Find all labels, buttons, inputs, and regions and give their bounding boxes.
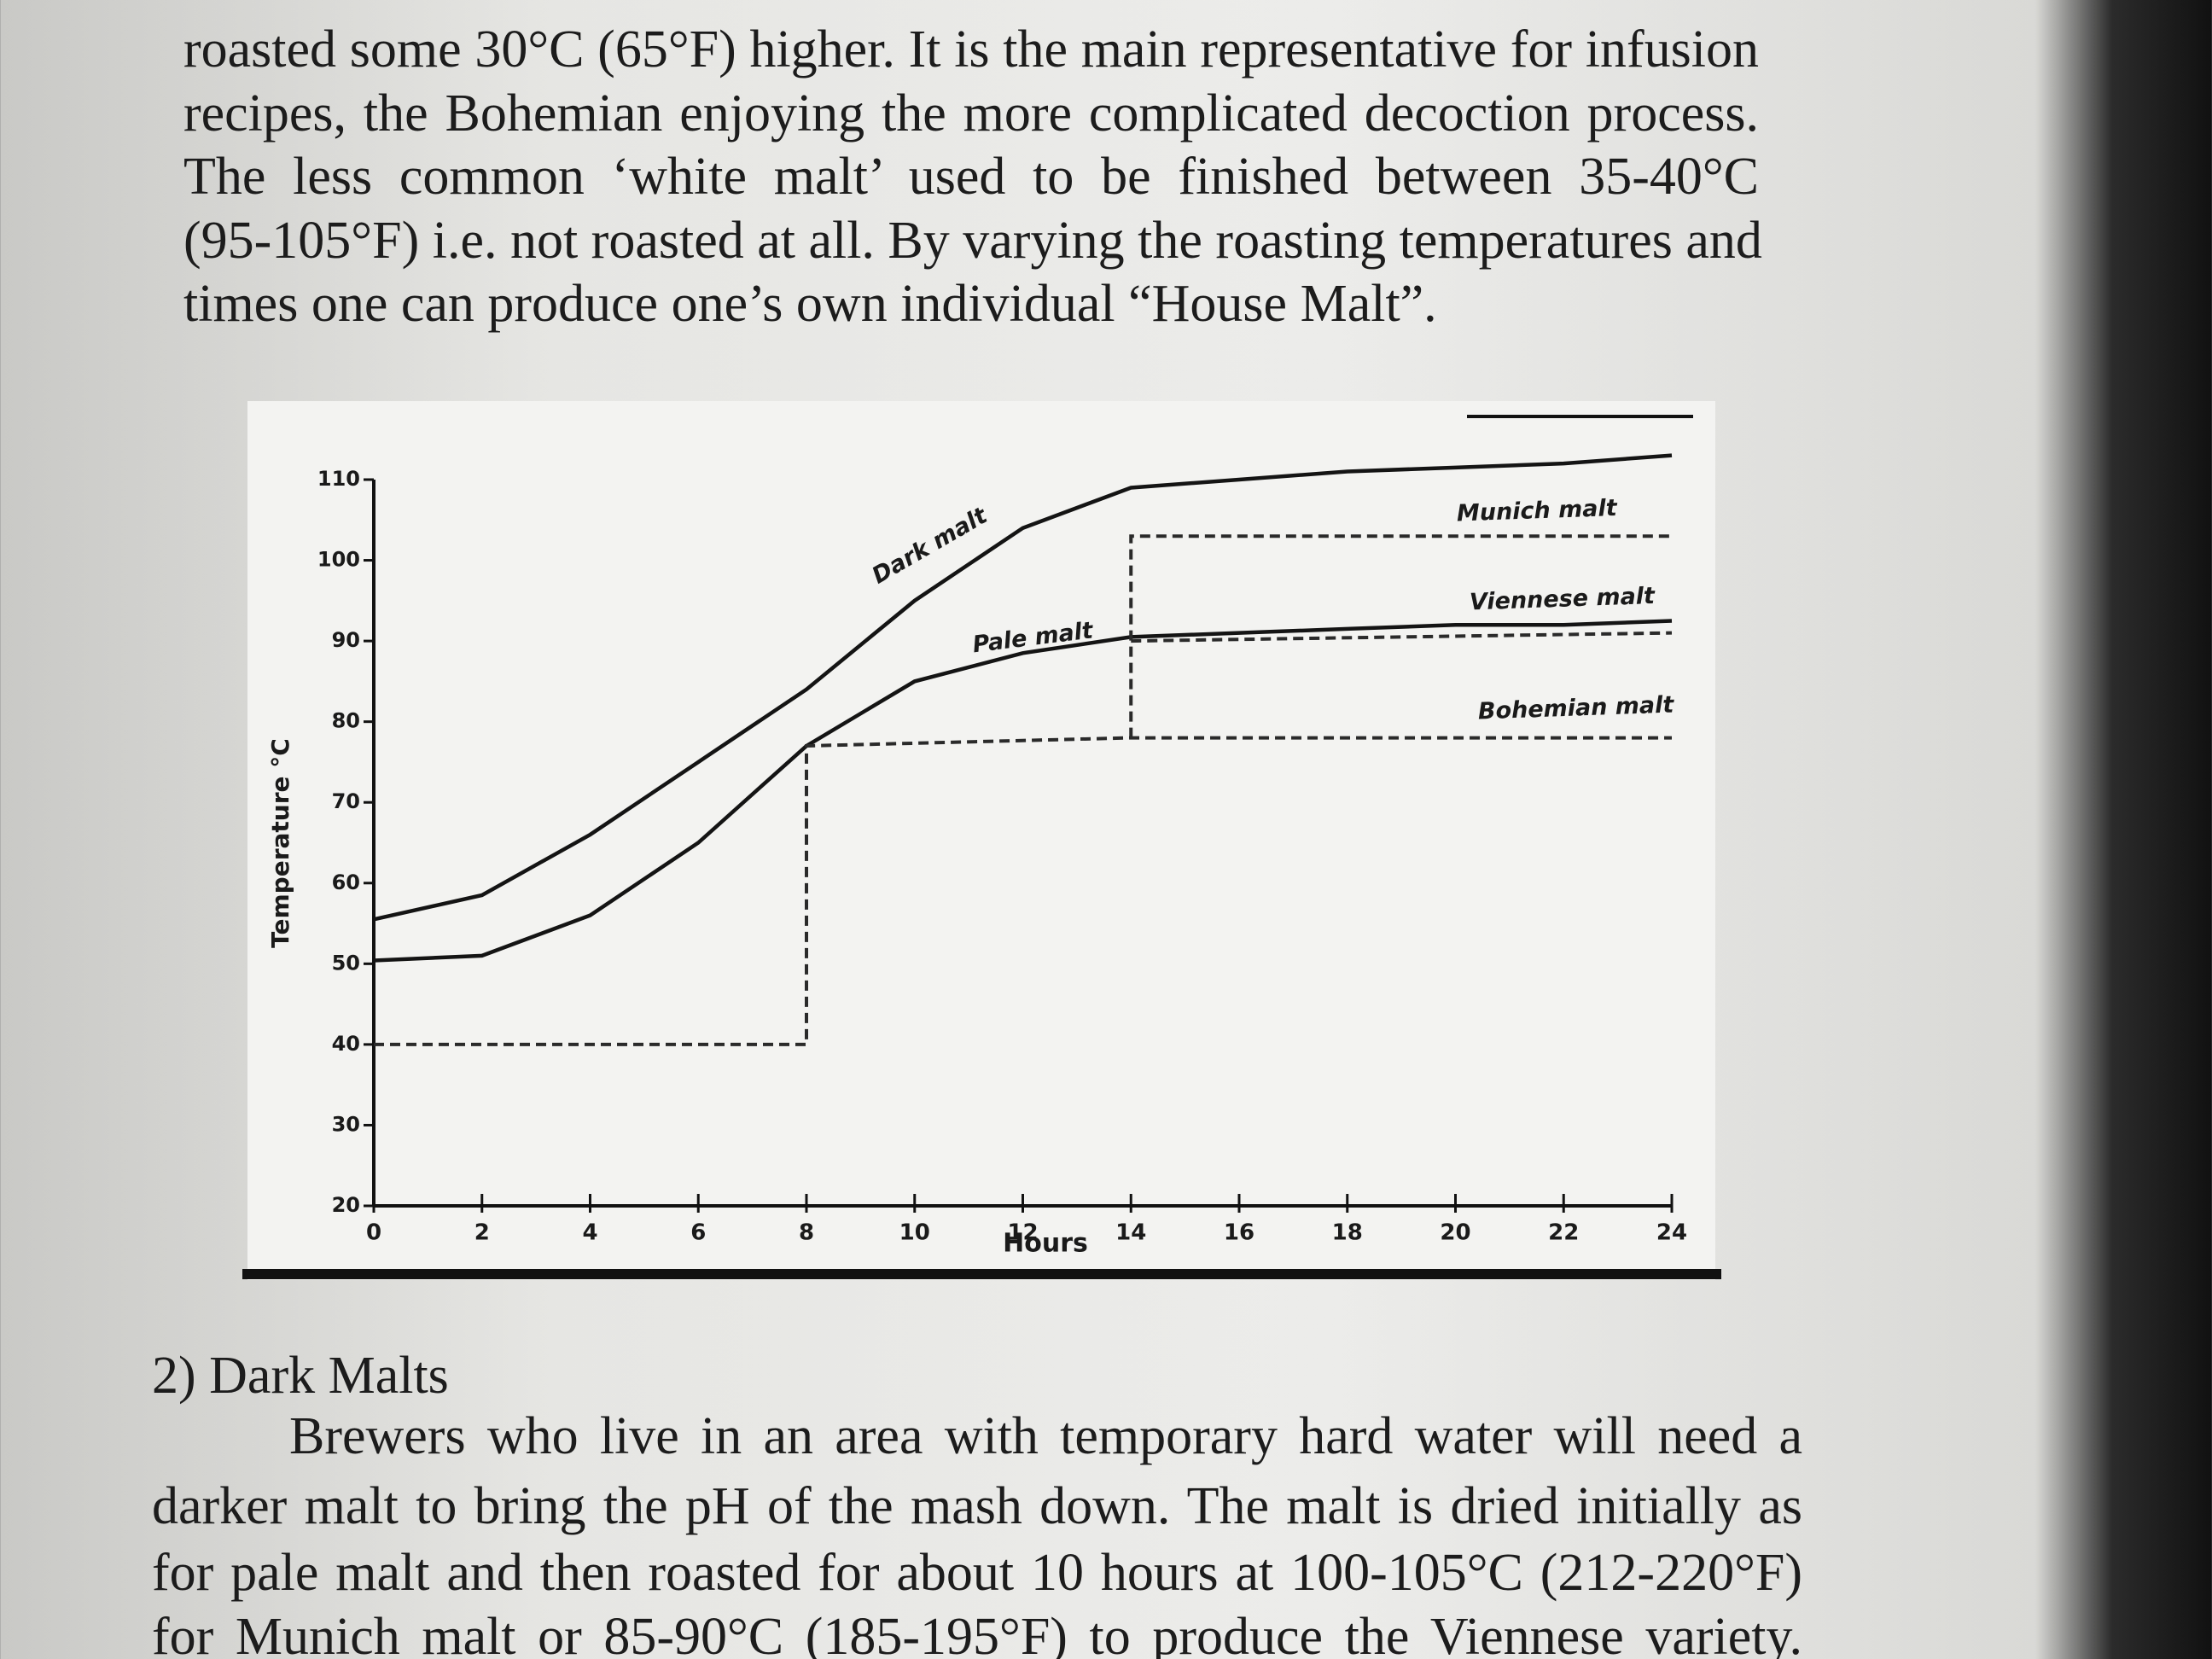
text-line: darker malt to bring the pH of the mash …	[152, 1477, 1802, 1535]
x-axis-label: Hours	[1003, 1229, 1088, 1259]
y-tick-label: 50	[332, 951, 360, 975]
x-tick-label: 0	[366, 1220, 381, 1246]
text-line: for Munich malt or 85-90°C (185-195°F) t…	[152, 1608, 1802, 1659]
y-tick-label: 90	[332, 628, 360, 652]
text-line: The less common ‘white malt’ used to be …	[183, 148, 1759, 206]
y-tick-label: 70	[332, 789, 360, 813]
heading: 2) Dark Malts	[152, 1347, 449, 1405]
text-line: (95-105°F) i.e. not roasted at all. By v…	[183, 211, 1762, 270]
x-tick-label: 24	[1656, 1220, 1687, 1246]
x-tick-label: 18	[1332, 1220, 1363, 1246]
y-tick-label: 60	[332, 870, 360, 894]
y-tick-label: 100	[317, 548, 360, 572]
dashed-line	[1129, 534, 1672, 738]
x-tick-label: 6	[690, 1220, 706, 1246]
dashed-line	[1131, 631, 1673, 643]
y-tick-label: 40	[332, 1032, 360, 1056]
series-label: Viennese malt	[1469, 583, 1656, 616]
x-tick-label: 4	[582, 1220, 597, 1246]
text-line: roasted some 30°C (65°F) higher. It is t…	[183, 20, 1759, 79]
y-tick-label: 30	[332, 1112, 360, 1136]
x-tick-label: 16	[1224, 1220, 1254, 1246]
x-tick-label: 14	[1115, 1220, 1146, 1246]
x-tick-label: 12	[1007, 1220, 1038, 1246]
x-tick-label: 2	[474, 1220, 490, 1246]
x-tick-label: 20	[1440, 1220, 1470, 1246]
y-tick-label: 80	[332, 709, 360, 733]
text-line: Brewers who live in an area with tempora…	[289, 1407, 1802, 1465]
y-tick-label: 110	[317, 467, 360, 491]
text-line: recipes, the Bohemian enjoying the more …	[183, 84, 1759, 143]
y-tick-label: 20	[332, 1193, 360, 1217]
series-label: Munich malt	[1456, 495, 1618, 527]
text-line: times one can produce one’s own individu…	[183, 275, 1437, 333]
x-tick-label: 22	[1548, 1220, 1579, 1246]
line	[373, 453, 1673, 922]
figure-background	[247, 401, 1715, 1280]
x-tick-label: 10	[899, 1220, 930, 1246]
y-axis-label: Temperature °C	[266, 738, 294, 948]
dashed-line	[374, 736, 1672, 1046]
line	[373, 619, 1673, 963]
x-tick-label: 8	[799, 1220, 814, 1246]
text-line: for pale malt and then roasted for about…	[152, 1544, 1802, 1602]
